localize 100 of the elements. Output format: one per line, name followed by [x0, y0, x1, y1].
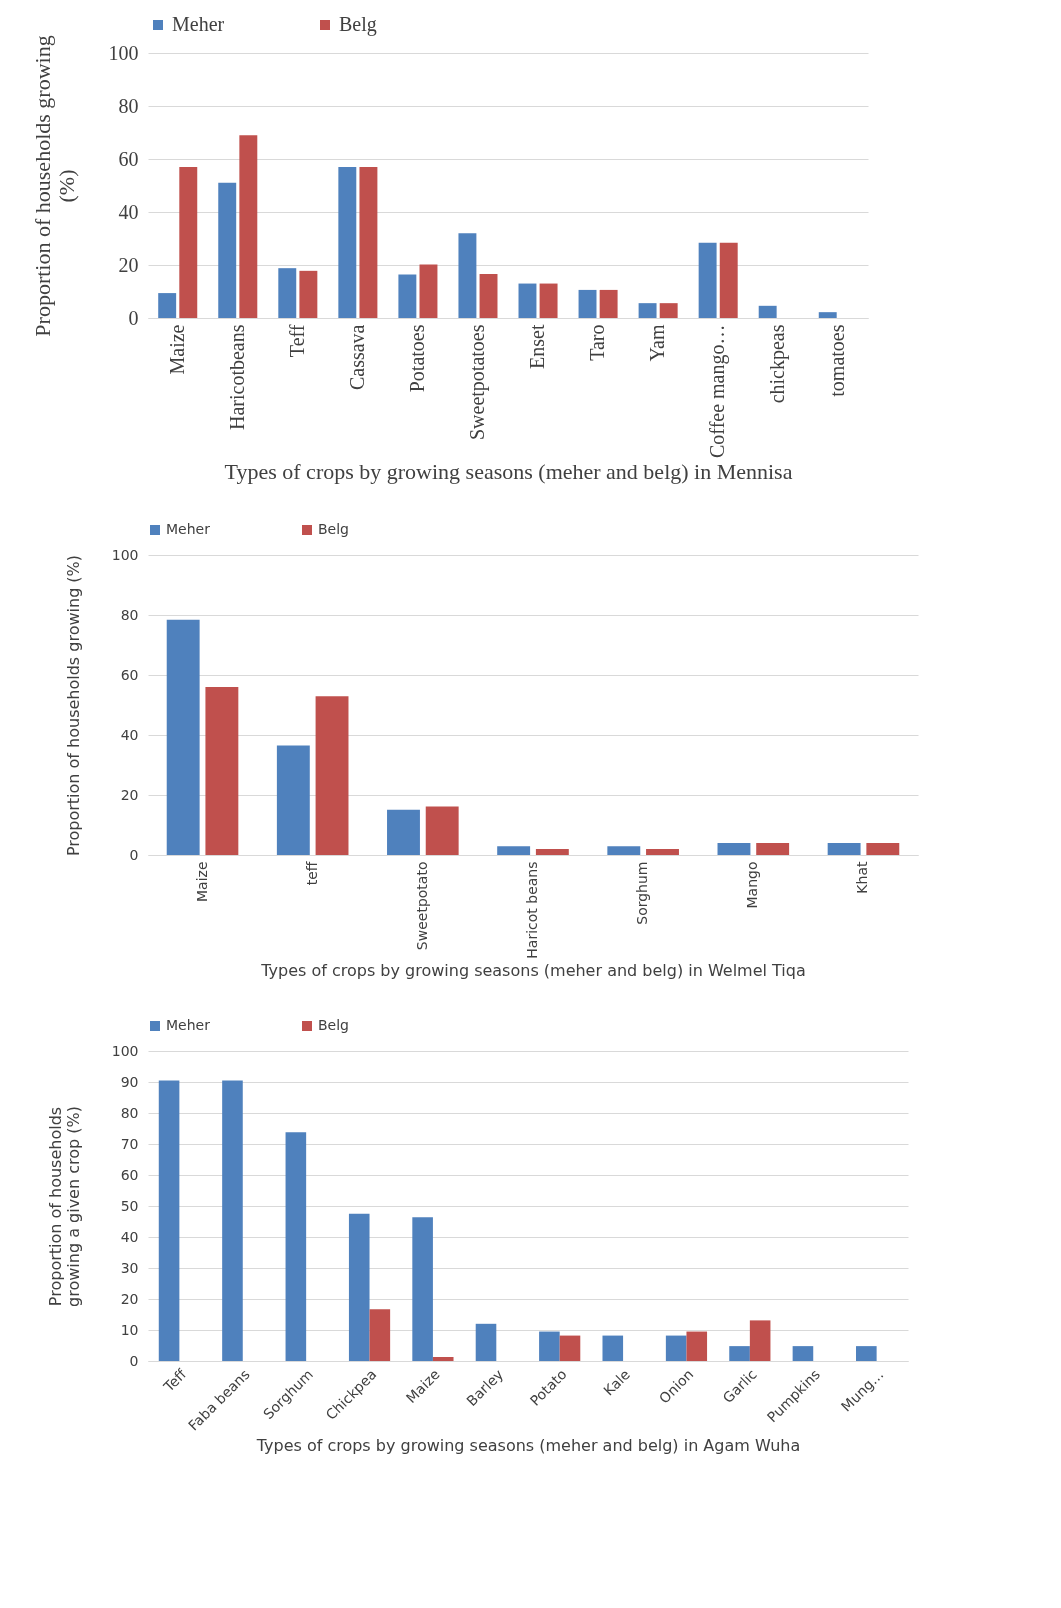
x-tick-label: Sweetpotato: [413, 861, 430, 951]
x-axis-title: Types of crops by growing seasons (meher and belg) in Agam Wuha: [255, 1435, 801, 1455]
y-tick-label: 20: [120, 786, 139, 803]
bar: [239, 135, 258, 318]
bar: [412, 1217, 433, 1361]
bar: [607, 846, 641, 855]
legend-label: Belg: [318, 521, 349, 537]
bar: [179, 166, 198, 318]
bar: [792, 1346, 814, 1361]
bar: [729, 1346, 750, 1361]
y-tick-label: 70: [120, 1135, 139, 1152]
bar: [158, 1080, 180, 1361]
x-axis-title: Types of crops by growing seasons (meher and belg) in Mennisa: [224, 458, 793, 484]
bar: [475, 1323, 497, 1361]
bar: [497, 846, 531, 855]
y-tick-label: 100: [111, 546, 139, 563]
bar: [646, 849, 679, 855]
x-tick-label: Maize: [165, 324, 188, 375]
bar: [276, 745, 310, 855]
bar: [518, 283, 537, 318]
bar: [479, 274, 498, 318]
x-tick-label: Haricot beans: [524, 861, 540, 959]
bar: [578, 289, 597, 318]
bar: [387, 809, 420, 855]
bar: [348, 1213, 370, 1361]
bar: [602, 1335, 624, 1361]
x-tick-label: Cassava: [345, 324, 368, 391]
legend-label: Meher: [172, 13, 225, 35]
y-tick-label: 100: [108, 41, 139, 64]
bar: [285, 1132, 307, 1361]
bar: [338, 166, 357, 318]
x-tick-label: Sweetpotatoes: [465, 324, 489, 441]
bar: [425, 806, 459, 855]
y-tick-label: 60: [118, 147, 139, 170]
bar: [758, 305, 777, 318]
y-tick-label: 0: [128, 306, 139, 329]
bar: [458, 233, 477, 318]
bar: [535, 849, 569, 855]
x-tick-label: Khat: [854, 860, 871, 894]
y-tick-label: 80: [120, 1104, 139, 1121]
x-tick-label: Maize: [193, 861, 210, 903]
y-tick-label: 60: [120, 666, 139, 683]
x-tick-label: Potatoes: [405, 324, 428, 393]
x-tick-label: Haricotbeans: [225, 324, 248, 431]
bar: [659, 303, 678, 318]
x-tick-label: Teff: [159, 1365, 190, 1396]
bar: [717, 843, 751, 855]
y-axis-title: Proportion of households growing (%): [63, 554, 83, 857]
bar: [222, 1080, 243, 1361]
bar: [559, 1335, 581, 1361]
bar: [719, 242, 738, 318]
bar: [278, 268, 297, 318]
bar: [638, 303, 657, 318]
y-tick-label: 80: [118, 94, 139, 117]
bar: [539, 1331, 560, 1361]
bar: [539, 283, 558, 318]
bar: [599, 289, 618, 318]
x-tick-label: Mango: [744, 861, 761, 909]
x-tick-label: Yam: [646, 324, 669, 362]
bar: [686, 1331, 708, 1361]
y-axis-title: Proportion of households growing (%): [29, 35, 79, 337]
y-tick-label: 10: [120, 1321, 139, 1338]
bar: [299, 270, 318, 318]
x-tick-label: Teff: [285, 324, 308, 358]
y-tick-label: 20: [120, 1290, 139, 1307]
y-tick-label: 90: [120, 1073, 139, 1090]
y-tick-label: 30: [120, 1259, 139, 1276]
bar: [665, 1335, 687, 1361]
bar: [698, 242, 717, 318]
legend-label: Meher: [166, 1017, 211, 1033]
bar: [749, 1320, 771, 1361]
y-tick-label: 40: [118, 200, 139, 223]
bar: [315, 696, 349, 855]
bar: [398, 274, 417, 318]
bar: [419, 264, 438, 318]
x-tick-label: Enset: [526, 324, 549, 369]
x-tick-label: chickpeas: [766, 324, 790, 404]
y-tick-label: 60: [120, 1166, 139, 1183]
x-axis-title: Types of crops by growing seasons (meher and belg) in Welmel Tiqa: [260, 960, 806, 980]
bar: [818, 312, 837, 318]
y-tick-label: 100: [111, 1042, 139, 1059]
y-tick-label: 0: [129, 846, 139, 863]
x-tick-label: Taro: [586, 324, 609, 361]
y-axis-title: Proportion of households growing a given crop (%): [45, 1106, 83, 1307]
x-tick-label: teff: [303, 861, 320, 886]
bar: [827, 843, 861, 855]
x-tick-label: Sorghum: [634, 861, 651, 925]
y-tick-label: 40: [120, 1228, 139, 1245]
y-tick-label: 20: [118, 253, 139, 276]
x-tick-label: Coffee mango…: [706, 324, 730, 458]
y-tick-label: 0: [129, 1352, 139, 1369]
bar: [432, 1356, 454, 1361]
bar: [369, 1309, 391, 1361]
legend-label: Meher: [166, 521, 211, 537]
legend-label: Belg: [318, 1017, 349, 1033]
y-tick-label: 50: [120, 1197, 139, 1214]
bar: [359, 166, 378, 318]
legend-label: Belg: [339, 13, 377, 36]
y-tick-label: 40: [120, 726, 139, 743]
x-tick-label: tomatoes: [826, 324, 849, 397]
